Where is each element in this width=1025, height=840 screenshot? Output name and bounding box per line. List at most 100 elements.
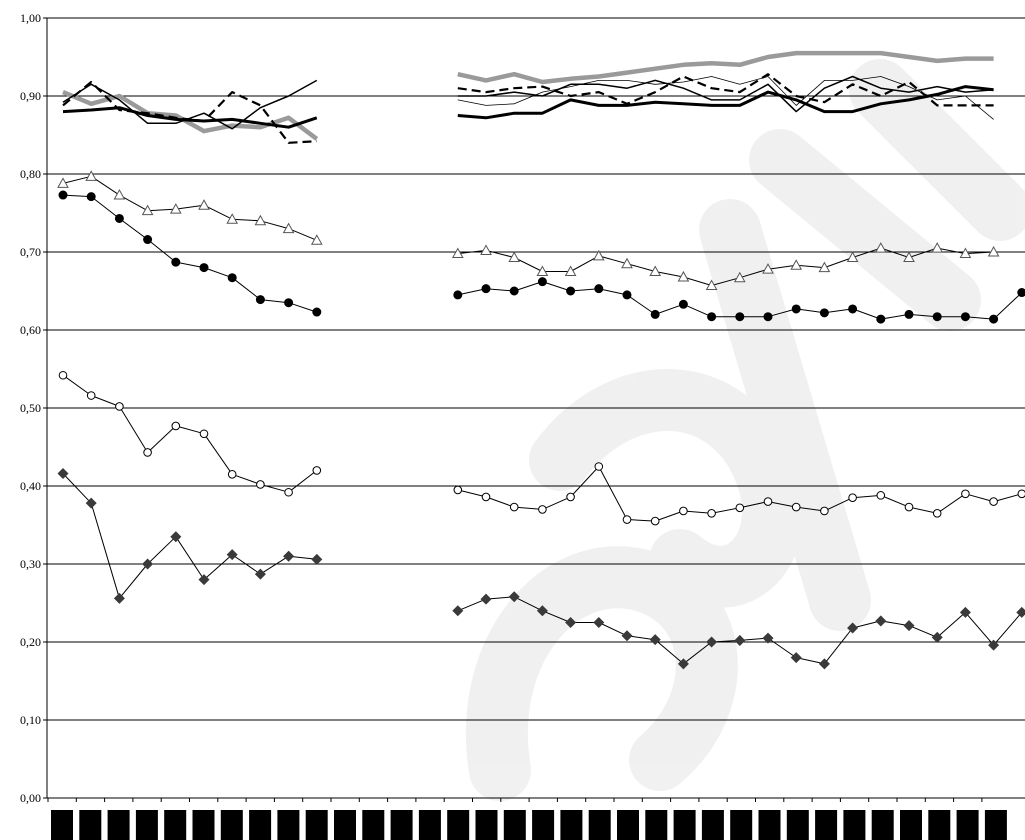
y-tick-label: 0,60 [20,323,41,337]
series-line [457,75,994,113]
series-black-thin-b [457,76,994,120]
data-point [284,487,293,497]
data-point [564,265,577,276]
data-point [452,605,464,617]
data-point [85,170,98,181]
x-tick-label-block [645,810,668,840]
data-point [621,630,633,642]
data-point [538,505,547,514]
data-point [820,506,829,516]
data-point [282,222,295,234]
data-point [678,299,688,309]
data-point [311,553,323,565]
data-point [876,314,886,324]
data-point [932,509,942,518]
series-line [62,90,319,141]
data-point [198,199,210,210]
series-line [457,247,994,286]
series-line [457,73,994,107]
data-point [622,290,632,300]
x-tick-label-block [815,810,838,840]
data-point [846,251,859,262]
data-point [903,620,915,632]
data-point [142,558,154,570]
series-open-triangle [57,170,1000,291]
x-tick-label-block [79,810,102,840]
series-line [457,76,994,120]
series-filled-diamond [57,468,1025,670]
data-point [226,549,238,561]
data-point [169,203,182,214]
data-point [284,298,294,308]
x-tick-label-block [588,810,611,840]
data-point [961,489,970,499]
data-point [762,263,774,274]
x-tick-label-block [843,810,866,840]
data-point [113,592,125,604]
axes [43,17,1025,799]
data-point [791,502,801,512]
data-point [85,497,97,509]
data-point [988,639,1000,651]
data-point [960,312,970,322]
data-point [650,309,660,319]
x-tick-label-block [305,810,328,840]
data-point [312,466,322,475]
y-tick-label: 0,00 [20,791,41,805]
data-point [1017,489,1025,499]
data-point [706,636,718,648]
x-tick-label-block [334,810,356,840]
data-point [847,622,859,634]
data-point [876,491,886,500]
series-black-dashed [62,73,994,144]
data-point [790,259,803,270]
data-point [594,284,604,294]
data-point [650,516,660,526]
data-point [593,616,605,629]
data-point [113,189,126,200]
data-point [312,307,322,317]
data-point [480,593,492,605]
watermark-stroke [849,59,1025,241]
x-tick-label-block [984,810,1007,840]
series-open-circle [58,370,1025,526]
data-point [649,634,661,646]
data-point [509,286,519,296]
data-point [959,247,972,259]
data-point [86,192,96,202]
data-point [171,257,181,267]
x-tick-label-block [447,810,470,840]
data-point [1017,288,1025,298]
data-point [987,245,1000,257]
x-tick-label-block [51,810,73,840]
data-point [818,658,830,670]
series-line [62,175,317,241]
x-tick-label-block [871,810,894,840]
data-point [143,448,152,457]
y-tick-labels: 0,00 0,10 0,20 0,30 0,40 0,50 0,60 0,70 0,80 0,90… [20,11,41,805]
data-point [58,370,68,380]
data-point [536,265,549,276]
data-point [1016,606,1025,618]
data-point [170,531,182,543]
data-point [989,314,999,324]
data-point [115,402,124,411]
x-tick-label-block [730,810,753,840]
x-tick-label-block [560,810,583,840]
watermark [465,59,1025,801]
watermark-shape [465,59,1025,801]
y-tick-label: 0,50 [20,401,41,415]
x-tick-label-block [362,810,385,840]
data-point [932,312,942,322]
data-point [679,506,688,516]
x-tick-label-block [277,810,300,840]
data-point [621,257,633,269]
data-point [508,251,521,262]
x-tick-label-block [107,810,130,840]
data-point [707,312,717,322]
gridlines [47,17,1025,721]
data-point [453,290,463,300]
data-point [141,204,154,216]
data-point [848,493,857,503]
data-point [254,214,267,226]
